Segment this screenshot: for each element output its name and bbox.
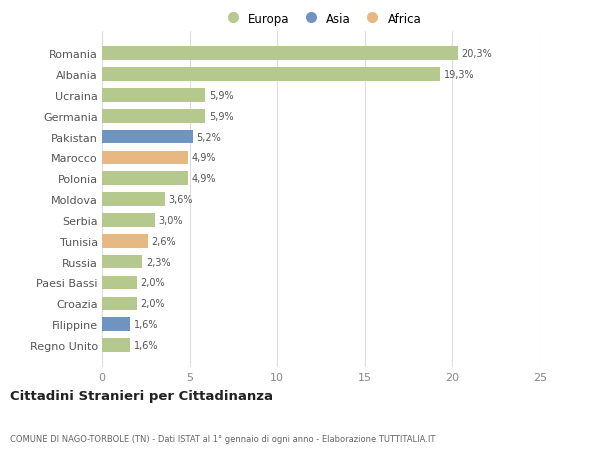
Text: 2,0%: 2,0% (140, 299, 165, 308)
Bar (102, 89, 205, 102)
Bar (102, 130, 193, 144)
Bar (102, 214, 155, 227)
Bar (102, 110, 205, 123)
Text: 3,6%: 3,6% (169, 195, 193, 205)
Bar (102, 151, 188, 165)
Bar (102, 318, 130, 331)
Text: 2,6%: 2,6% (151, 236, 176, 246)
Legend: Europa, Asia, Africa: Europa, Asia, Africa (216, 8, 426, 30)
Text: Cittadini Stranieri per Cittadinanza: Cittadini Stranieri per Cittadinanza (10, 389, 273, 403)
Bar (102, 297, 137, 310)
Text: 20,3%: 20,3% (461, 49, 492, 59)
Text: 5,2%: 5,2% (197, 132, 221, 142)
Text: 3,0%: 3,0% (158, 215, 182, 225)
Text: 2,0%: 2,0% (140, 278, 165, 288)
Bar (102, 193, 165, 207)
Text: 5,9%: 5,9% (209, 112, 233, 122)
Bar (102, 68, 440, 82)
Bar (102, 235, 148, 248)
Bar (102, 255, 142, 269)
Bar (102, 47, 458, 61)
Text: 4,9%: 4,9% (191, 174, 216, 184)
Text: 5,9%: 5,9% (209, 91, 233, 101)
Text: 19,3%: 19,3% (443, 70, 474, 80)
Text: 1,6%: 1,6% (134, 319, 158, 330)
Text: COMUNE DI NAGO-TORBOLE (TN) - Dati ISTAT al 1° gennaio di ogni anno - Elaborazio: COMUNE DI NAGO-TORBOLE (TN) - Dati ISTAT… (10, 434, 436, 442)
Text: 4,9%: 4,9% (191, 153, 216, 163)
Bar (102, 276, 137, 290)
Bar (102, 172, 188, 185)
Bar (102, 338, 130, 352)
Text: 2,3%: 2,3% (146, 257, 170, 267)
Text: 1,6%: 1,6% (134, 340, 158, 350)
